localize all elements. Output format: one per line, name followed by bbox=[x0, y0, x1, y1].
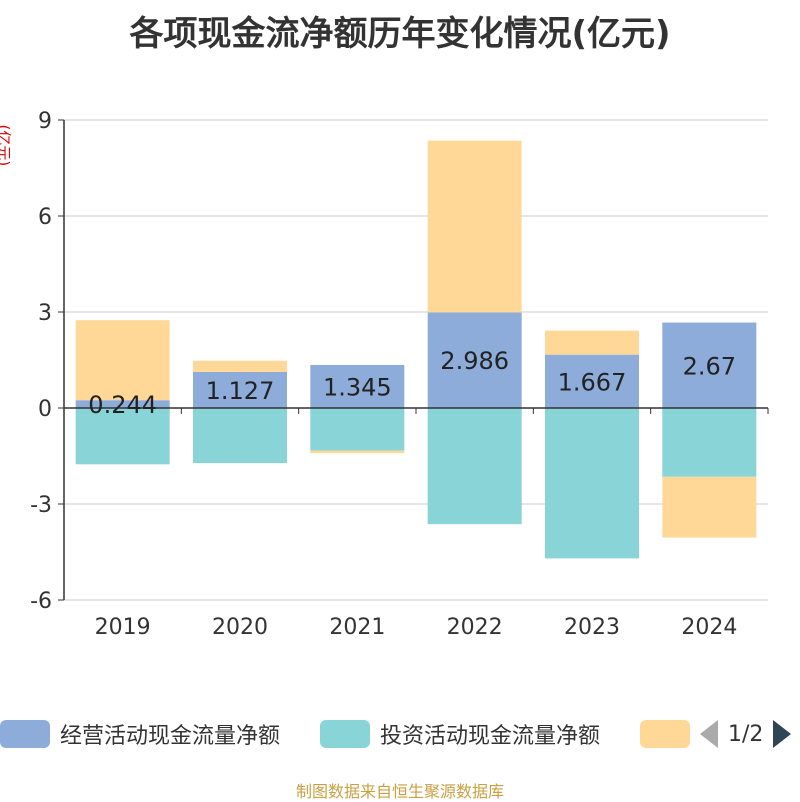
bar-series0-2019 bbox=[75, 400, 170, 408]
legend-label-operating: 经营活动现金流量净额 bbox=[60, 724, 281, 749]
bar-series2-2021 bbox=[310, 450, 405, 454]
y-tick-label: -3 bbox=[30, 493, 52, 518]
bar-series1-2022 bbox=[427, 408, 522, 525]
bar-series0-2020 bbox=[193, 371, 287, 408]
y-tick-label: 9 bbox=[38, 109, 52, 134]
legend-next-icon[interactable] bbox=[773, 720, 792, 748]
data-label: 0.244 bbox=[88, 391, 157, 419]
data-label: 2.67 bbox=[683, 352, 736, 380]
legend-prev-icon[interactable] bbox=[700, 720, 718, 748]
bar-series0-2023 bbox=[545, 354, 639, 408]
x-tick-label: 2022 bbox=[447, 615, 503, 640]
legend-page-indicator: 1/2 bbox=[728, 721, 764, 747]
chart-area: -6 -3 0 3 6 9 0.244 1.127 1.345 2.986 1.667 2.67 201… bbox=[30, 109, 769, 640]
legend-swatch-investing bbox=[320, 720, 370, 748]
x-tick-label: 2019 bbox=[95, 615, 151, 640]
data-source-note: 制图数据来自恒生聚源数据库 bbox=[295, 782, 504, 801]
legend-item-financing[interactable] bbox=[640, 716, 690, 752]
bar-series2-2023 bbox=[545, 330, 639, 355]
data-label: 1.345 bbox=[323, 373, 392, 401]
legend-swatch-operating bbox=[0, 720, 50, 748]
bar-series1-2021 bbox=[310, 408, 405, 451]
legend-label-investing: 投资活动现金流量净额 bbox=[380, 724, 601, 749]
bar-series1-2024 bbox=[662, 408, 757, 477]
x-tick-label: 2021 bbox=[329, 615, 385, 640]
y-tick-label: 6 bbox=[38, 205, 52, 230]
bar-series0-2021 bbox=[310, 364, 405, 408]
bar-series2-2020 bbox=[193, 360, 287, 372]
x-tick-label: 2024 bbox=[681, 615, 737, 640]
bar-series2-2022 bbox=[427, 140, 522, 313]
legend-item-operating[interactable]: 经营活动现金流量净额 bbox=[0, 716, 280, 752]
bar-series1-2020 bbox=[193, 408, 287, 464]
legend: 经营活动现金流量净额 投资活动现金流量净额 1/2 bbox=[0, 716, 800, 752]
bar-series0-2024 bbox=[662, 322, 757, 408]
data-label: 2.986 bbox=[440, 347, 509, 375]
x-tick-label: 2023 bbox=[564, 615, 620, 640]
legend-swatch-financing bbox=[640, 720, 690, 748]
legend-pager: 1/2 bbox=[700, 716, 792, 752]
y-tick-label: -6 bbox=[30, 589, 52, 614]
bar-series1-2019 bbox=[75, 408, 170, 465]
bar-series1-2023 bbox=[545, 408, 639, 559]
y-tick-label: 0 bbox=[38, 397, 52, 422]
y-tick-label: 3 bbox=[38, 301, 52, 326]
bar-series0-2022 bbox=[427, 312, 522, 408]
bar-series2-2024 bbox=[662, 476, 757, 538]
data-label: 1.667 bbox=[558, 368, 627, 396]
chart-title: 各项现金流净额历年变化情况(亿元) bbox=[129, 14, 671, 54]
bar-series2-2019 bbox=[75, 320, 170, 401]
data-label: 1.127 bbox=[206, 377, 275, 405]
x-tick-label: 2020 bbox=[212, 615, 268, 640]
legend-item-investing[interactable]: 投资活动现金流量净额 bbox=[320, 716, 600, 752]
